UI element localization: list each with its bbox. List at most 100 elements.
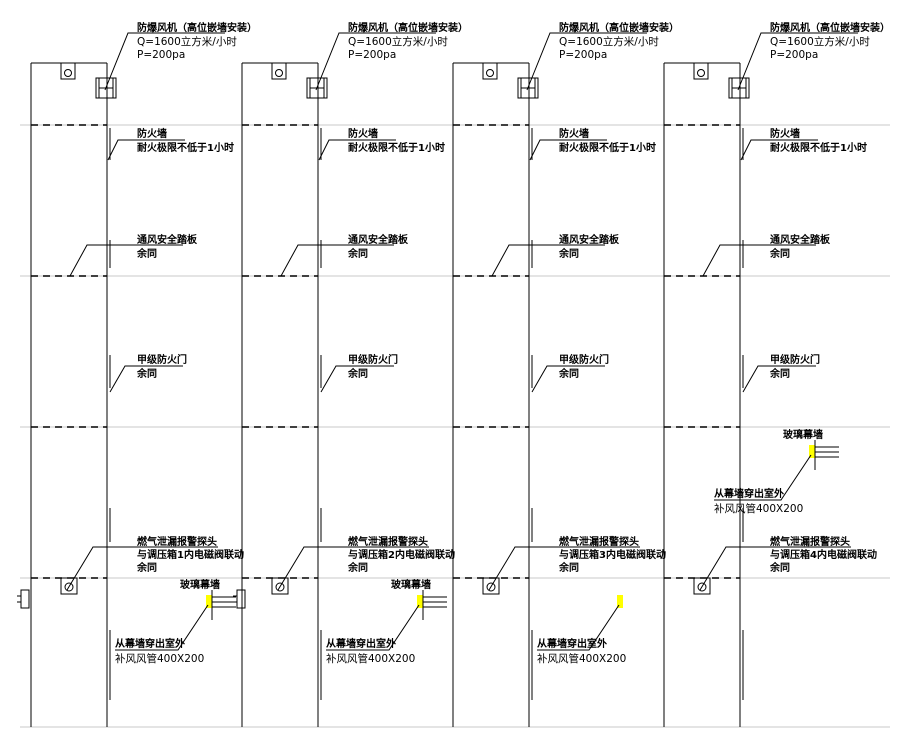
pedal-note: 余同 xyxy=(558,247,579,260)
fan-pressure-label: P=200pa xyxy=(559,49,607,61)
pedal-leader-line xyxy=(69,244,183,277)
fan-leader-line xyxy=(526,32,647,91)
pedal-label: 通风安全踏板 xyxy=(770,233,831,246)
door-leader-line xyxy=(109,365,183,393)
detector-leader-line xyxy=(277,546,429,591)
pedal-leader-line xyxy=(280,244,394,277)
door-label: 甲级防火门 xyxy=(137,353,187,366)
duct-size-label: 补风风管400X200 xyxy=(537,652,626,665)
pedal-note: 余同 xyxy=(769,247,790,260)
gas-detector-icon xyxy=(693,577,711,595)
duct-leader-line xyxy=(714,454,812,501)
detector-link-label: 与调压箱3内电磁阀联动 xyxy=(559,548,666,561)
firewall-leader-line xyxy=(740,139,818,161)
detector-note: 余同 xyxy=(347,561,368,574)
curtain-wall-duct-highlight xyxy=(417,595,423,608)
detector-leader-line xyxy=(699,546,851,591)
door-leader-line xyxy=(531,365,605,393)
duct-leader-line xyxy=(326,604,420,651)
pedal-note: 余同 xyxy=(347,247,368,260)
fan-label: 防爆风机（高位嵌墙安装） xyxy=(559,21,679,34)
fan-label: 防爆风机（高位嵌墙安装） xyxy=(137,21,257,34)
detector-label: 燃气泄漏报警探头 xyxy=(770,535,850,548)
pedal-label: 通风安全踏板 xyxy=(137,233,198,246)
pedal-label: 通风安全踏板 xyxy=(559,233,620,246)
detector-link-label: 与调压箱4内电磁阀联动 xyxy=(770,548,877,561)
detector-note: 余同 xyxy=(769,561,790,574)
duct-leader-line xyxy=(115,604,209,651)
gas-detector-icon-circle xyxy=(697,582,707,592)
column-3: 防爆风机（高位嵌墙安装）Q=1600立方米/小时P=200pa 防火墙耐火极限不低… xyxy=(452,21,679,727)
duct-size-label: 补风风管400X200 xyxy=(115,652,204,665)
detector-link-label: 与调压箱2内电磁阀联动 xyxy=(348,548,455,561)
firewall-label: 防火墙 xyxy=(770,127,800,140)
detector-link-label: 与调压箱1内电磁阀联动 xyxy=(137,548,244,561)
duct-size-label: 补风风管400X200 xyxy=(326,652,415,665)
detector-leader-line xyxy=(488,546,640,591)
detector-label: 燃气泄漏报警探头 xyxy=(348,535,428,548)
gas-detector-icon xyxy=(271,577,289,595)
firewall-leader-line xyxy=(529,139,607,161)
door-note: 余同 xyxy=(136,367,157,380)
fan-pressure-label: P=200pa xyxy=(137,49,185,61)
gas-detector-icon-circle xyxy=(486,582,496,592)
fan-flow-label: Q=1600立方米/小时 xyxy=(137,35,237,48)
fan-leader-line xyxy=(315,32,436,91)
door-label: 甲级防火门 xyxy=(559,353,609,366)
explosion-proof-fan-icon xyxy=(95,77,117,99)
pedal-leader-line xyxy=(491,244,605,277)
door-note: 余同 xyxy=(769,367,790,380)
curtain-wall-label: 玻璃幕墙 xyxy=(180,578,220,591)
detector-label: 燃气泄漏报警探头 xyxy=(137,535,217,548)
gas-detector-icon-circle xyxy=(275,582,285,592)
detector-note: 余同 xyxy=(558,561,579,574)
duct-label: 从幕墙穿出室外 xyxy=(537,637,607,650)
side-fan-icon xyxy=(20,589,30,609)
pedal-leader-line xyxy=(702,244,816,277)
duct-label: 从幕墙穿出室外 xyxy=(115,637,185,650)
firewall-note: 耐火极限不低于1小时 xyxy=(348,141,445,154)
firewall-leader-line xyxy=(318,139,396,161)
light-fixture-icon xyxy=(271,62,287,80)
fan-flow-label: Q=1600立方米/小时 xyxy=(770,35,870,48)
duct-size-label: 补风风管400X200 xyxy=(714,502,803,515)
light-fixture-icon-circle xyxy=(486,69,494,77)
gas-detector-icon xyxy=(482,577,500,595)
explosion-proof-fan-icon xyxy=(517,77,539,99)
door-label: 甲级防火门 xyxy=(770,353,820,366)
firewall-label: 防火墙 xyxy=(137,127,167,140)
light-fixture-icon-circle xyxy=(275,69,283,77)
firewall-note: 耐火极限不低于1小时 xyxy=(770,141,867,154)
curtain-wall-duct-highlight xyxy=(617,595,623,608)
curtain-wall-duct-highlight xyxy=(206,595,212,608)
fan-label: 防爆风机（高位嵌墙安装） xyxy=(348,21,468,34)
fan-flow-label: Q=1600立方米/小时 xyxy=(348,35,448,48)
gas-detector-icon xyxy=(60,577,78,595)
detector-note: 余同 xyxy=(136,561,157,574)
fan-pressure-label: P=200pa xyxy=(348,49,396,61)
door-leader-line xyxy=(742,365,816,393)
firewall-leader-line xyxy=(107,139,185,161)
firewall-label: 防火墙 xyxy=(559,127,589,140)
curtain-wall-label: 玻璃幕墙 xyxy=(391,578,431,591)
column-4: 防爆风机（高位嵌墙安装）Q=1600立方米/小时P=200pa 防火墙耐火极限不低… xyxy=(663,21,890,727)
curtain-wall-label: 玻璃幕墙 xyxy=(783,428,823,441)
duct-label: 从幕墙穿出室外 xyxy=(326,637,396,650)
fan-leader-line xyxy=(104,32,225,91)
column-2: 防爆风机（高位嵌墙安装）Q=1600立方米/小时P=200pa 防火墙耐火极限不低… xyxy=(233,21,468,727)
side-fan-icon xyxy=(236,589,246,609)
light-fixture-icon-circle xyxy=(64,69,72,77)
detector-leader-line xyxy=(66,546,218,591)
door-label: 甲级防火门 xyxy=(348,353,398,366)
duct-label: 从幕墙穿出室外 xyxy=(714,487,784,500)
firewall-note: 耐火极限不低于1小时 xyxy=(137,141,234,154)
explosion-proof-fan-icon xyxy=(728,77,750,99)
firewall-note: 耐火极限不低于1小时 xyxy=(559,141,656,154)
column-1: 防爆风机（高位嵌墙安装）Q=1600立方米/小时P=200pa 防火墙耐火极限不低… xyxy=(17,21,257,727)
door-note: 余同 xyxy=(347,367,368,380)
explosion-proof-fan-icon xyxy=(306,77,328,99)
fan-pressure-label: P=200pa xyxy=(770,49,818,61)
fan-flow-label: Q=1600立方米/小时 xyxy=(559,35,659,48)
light-fixture-icon xyxy=(482,62,498,80)
